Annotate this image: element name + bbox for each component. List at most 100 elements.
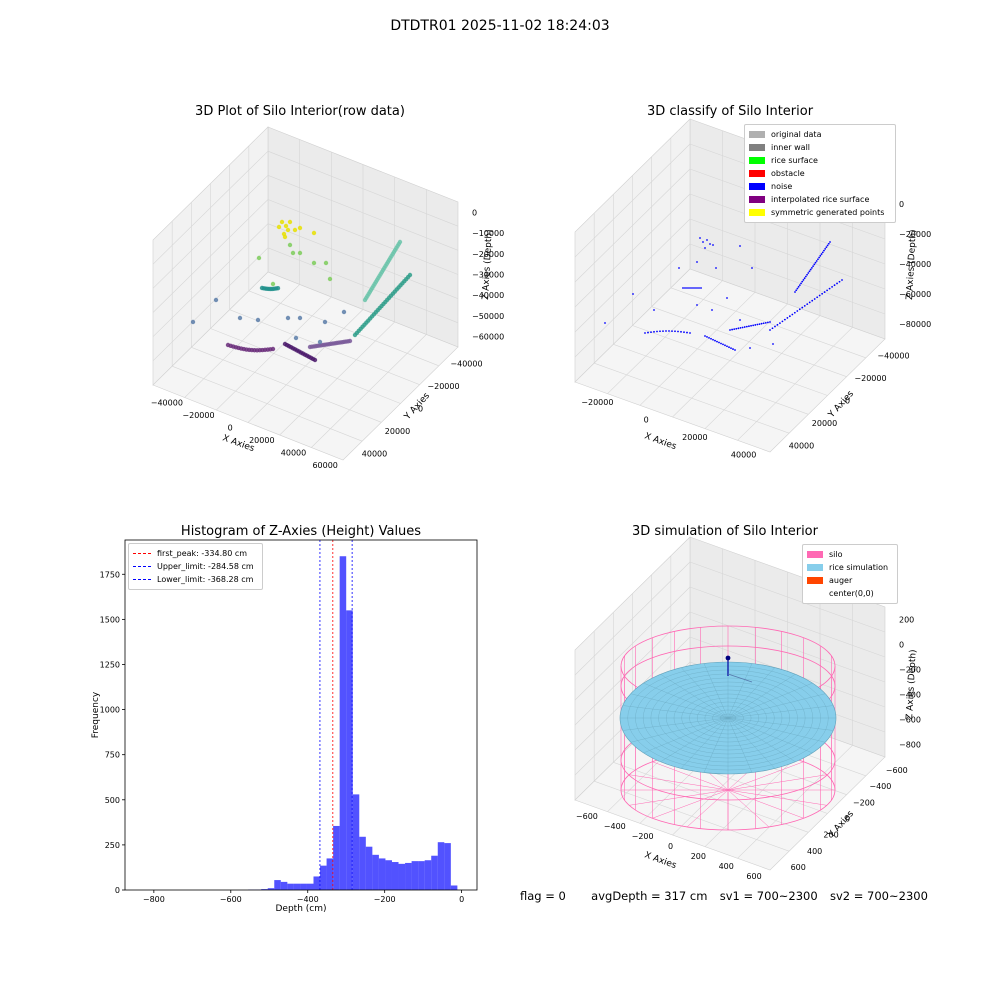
data-point xyxy=(268,347,273,352)
data-point xyxy=(384,261,389,267)
grid-line xyxy=(574,193,691,308)
y-tick-label: 250 xyxy=(105,841,120,850)
grid-line xyxy=(607,280,723,394)
rice-mesh-line xyxy=(660,717,729,762)
noise-point xyxy=(689,332,691,334)
noise-point xyxy=(758,323,761,326)
y-tick-label: −20000 xyxy=(854,374,886,383)
noise-point xyxy=(812,265,815,268)
grid-line xyxy=(210,328,401,404)
histogram-bar xyxy=(352,794,360,890)
data-point xyxy=(326,341,332,347)
data-point xyxy=(255,317,261,323)
data-point xyxy=(268,286,274,292)
panel4-title: 3D simulation of Silo Interior xyxy=(632,524,818,539)
data-point xyxy=(340,339,345,345)
grid-line xyxy=(651,306,847,377)
noise-point xyxy=(807,272,810,274)
legend-label: obstacle xyxy=(771,169,805,178)
noise-point xyxy=(702,241,704,243)
data-point xyxy=(323,342,328,347)
noise-point xyxy=(796,287,799,290)
x-tick-label: 20000 xyxy=(249,436,274,445)
rice-mesh-line xyxy=(681,717,729,769)
data-point xyxy=(307,344,313,350)
data-point xyxy=(383,299,388,305)
panel3-title: Histogram of Z-Axies (Height) Values xyxy=(180,524,422,539)
grid-line xyxy=(267,199,459,275)
noise-point xyxy=(726,345,728,348)
histogram-bar xyxy=(385,860,392,890)
noise-point xyxy=(706,239,708,241)
noise-point xyxy=(682,287,684,289)
noise-point xyxy=(728,346,730,349)
noise-point xyxy=(748,325,750,328)
grid-line xyxy=(613,344,809,415)
data-point xyxy=(347,338,353,344)
noise-point xyxy=(739,326,742,329)
noise-point xyxy=(815,260,818,262)
noise-point xyxy=(674,330,676,333)
x-tick-label: 0 xyxy=(228,423,233,432)
data-point xyxy=(306,354,312,359)
panel2-legend: original data inner wall rice surface ob… xyxy=(744,124,896,223)
legend-swatch xyxy=(749,131,765,138)
silo-floor-line xyxy=(727,789,827,806)
data-point xyxy=(390,251,395,257)
grid-line xyxy=(229,309,420,385)
data-point xyxy=(287,219,293,225)
noise-point xyxy=(696,287,698,289)
legend-swatch xyxy=(749,196,765,203)
data-point xyxy=(322,319,328,325)
panel1-ylabel: Y Axies xyxy=(402,391,432,423)
y-tick-label: −40000 xyxy=(877,351,909,360)
grid-line xyxy=(737,327,853,441)
histogram-bar xyxy=(372,854,379,890)
legend-swatch xyxy=(749,183,765,190)
z-tick-label: −20000 xyxy=(899,230,931,239)
data-point xyxy=(342,339,347,345)
data-point xyxy=(385,259,391,265)
silo-floor-line xyxy=(652,789,729,819)
legend-line xyxy=(133,553,151,554)
x-tick-label: −20000 xyxy=(182,411,214,420)
y-tick-label: −400 xyxy=(869,782,891,791)
noise-point xyxy=(743,326,746,328)
noise-point xyxy=(668,330,670,332)
data-point xyxy=(319,343,324,348)
grid-line xyxy=(267,247,459,324)
silo-floor-line xyxy=(727,761,804,791)
noise-point xyxy=(816,296,819,299)
data-point xyxy=(404,276,409,282)
grid-line xyxy=(216,296,332,411)
footer-status: flag = 0 avgDepth = 317 cm sv1 = 700~230… xyxy=(520,889,928,903)
noise-point xyxy=(811,299,814,302)
legend-label: symmetric generated points xyxy=(771,208,885,217)
data-point xyxy=(237,315,243,321)
data-point xyxy=(352,332,358,338)
data-point xyxy=(265,347,270,352)
z-tick-label: 0 xyxy=(899,641,904,650)
x-tick-label: 0 xyxy=(668,842,673,851)
legend-label: center(0,0) xyxy=(829,589,874,598)
grid-line xyxy=(689,243,886,315)
x-tick-label: 60000 xyxy=(312,461,337,470)
noise-point xyxy=(688,287,690,289)
histogram-bar xyxy=(444,843,451,890)
grid-line xyxy=(639,292,756,406)
histogram-bar xyxy=(378,858,386,890)
rice-mesh-line xyxy=(727,717,753,773)
histogram-xlabel: Depth (cm) xyxy=(275,904,326,914)
histogram-bar xyxy=(339,556,347,890)
data-point xyxy=(297,225,303,231)
data-point xyxy=(282,234,288,240)
y-tick-label: 40000 xyxy=(362,450,387,459)
x-tick-label: 600 xyxy=(746,872,761,881)
histogram-bar xyxy=(418,861,425,890)
data-point xyxy=(249,347,255,353)
noise-point xyxy=(720,342,722,345)
noise-point xyxy=(810,266,813,269)
rice-mesh-line xyxy=(727,717,796,762)
x-tick-label: −40000 xyxy=(151,398,183,407)
histogram-bar xyxy=(300,883,307,890)
